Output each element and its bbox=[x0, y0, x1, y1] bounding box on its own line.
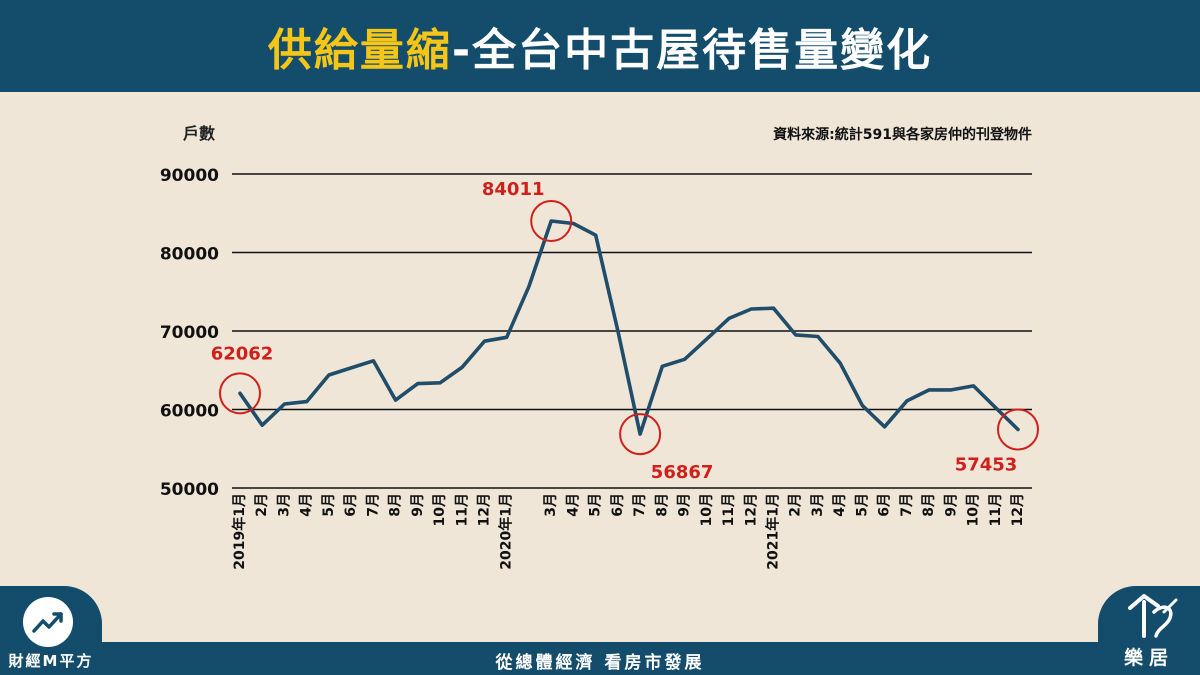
x-tick-label: 4月 bbox=[832, 493, 848, 517]
x-tick-label: 6月 bbox=[610, 493, 626, 517]
x-tick-label: 11月 bbox=[721, 493, 737, 526]
x-tick-label: 5月 bbox=[588, 493, 604, 517]
data-label: 56867 bbox=[651, 462, 714, 483]
brand-left-name: 財經M平方 bbox=[8, 652, 94, 670]
title-rest: -全台中古屋待售量變化 bbox=[451, 25, 933, 76]
x-tick-label: 2021年1月 bbox=[764, 493, 781, 570]
data-label: 84011 bbox=[482, 179, 545, 200]
x-tick-label: 8月 bbox=[654, 493, 670, 517]
x-tick-label: 3月 bbox=[810, 493, 826, 517]
header-bar: 供給量縮-全台中古屋待售量變化 bbox=[0, 0, 1200, 92]
y-tick-label: 70000 bbox=[160, 323, 219, 343]
x-tick-label: 12月 bbox=[1010, 493, 1026, 526]
x-tick-label: 12月 bbox=[743, 493, 759, 526]
footer-slogan: 從總體經濟 看房市發展 bbox=[495, 653, 705, 673]
source-note: 資料來源:統計591與各家房仲的刊登物件 bbox=[773, 127, 1032, 143]
y-tick-label: 50000 bbox=[160, 480, 219, 500]
page-title: 供給量縮-全台中古屋待售量變化 bbox=[268, 14, 932, 78]
x-tick-label: 6月 bbox=[877, 493, 893, 517]
x-tick-label: 4月 bbox=[299, 493, 315, 517]
house-logo-icon bbox=[1124, 592, 1180, 640]
x-tick-label: 9月 bbox=[677, 493, 693, 517]
x-tick-label: 7月 bbox=[365, 493, 381, 517]
x-tick-label: 10月 bbox=[699, 493, 715, 526]
data-label: 57453 bbox=[955, 454, 1018, 475]
x-tick-label: 2020年1月 bbox=[498, 493, 515, 570]
x-tick-label: 10月 bbox=[432, 493, 448, 526]
x-tick-label: 10月 bbox=[966, 493, 982, 526]
highlight-circle bbox=[530, 200, 573, 243]
x-tick-label: 11月 bbox=[454, 493, 470, 526]
x-tick-label: 11月 bbox=[988, 493, 1004, 526]
data-label: 62062 bbox=[211, 343, 274, 364]
x-tick-label: 7月 bbox=[632, 493, 648, 517]
highlight-circle bbox=[219, 372, 261, 415]
x-tick-label: 5月 bbox=[854, 493, 870, 517]
title-highlight: 供給量縮 bbox=[267, 25, 452, 76]
y-tick-label: 80000 bbox=[160, 245, 219, 265]
brand-right-name: 樂居 bbox=[1123, 647, 1174, 669]
footer-bar: 從總體經濟 看房市發展 bbox=[0, 642, 1200, 675]
x-tick-label: 2月 bbox=[254, 493, 270, 517]
x-tick-label: 9月 bbox=[943, 493, 959, 517]
x-tick-label: 5月 bbox=[321, 493, 337, 517]
y-tick-label: 60000 bbox=[160, 402, 219, 422]
x-tick-label: 6月 bbox=[343, 493, 359, 517]
y-tick-label: 90000 bbox=[160, 166, 219, 186]
x-tick-label: 7月 bbox=[899, 493, 915, 517]
highlight-circle bbox=[619, 413, 662, 456]
x-tick-label: 4月 bbox=[565, 493, 581, 517]
y-axis-unit-label: 戶數 bbox=[183, 124, 216, 143]
x-tick-label: 9月 bbox=[410, 493, 426, 517]
highlight-circle bbox=[997, 408, 1039, 451]
x-tick-label: 3月 bbox=[276, 493, 292, 517]
x-tick-label: 8月 bbox=[388, 493, 404, 517]
x-tick-label: 2019年1月 bbox=[231, 493, 248, 570]
series-line bbox=[238, 219, 1020, 436]
x-tick-label: 2月 bbox=[788, 493, 804, 517]
chart-logo-icon bbox=[23, 597, 73, 647]
x-tick-label: 12月 bbox=[477, 493, 493, 526]
x-tick-label: 8月 bbox=[921, 493, 937, 517]
x-tick-label: 3月 bbox=[543, 493, 559, 517]
